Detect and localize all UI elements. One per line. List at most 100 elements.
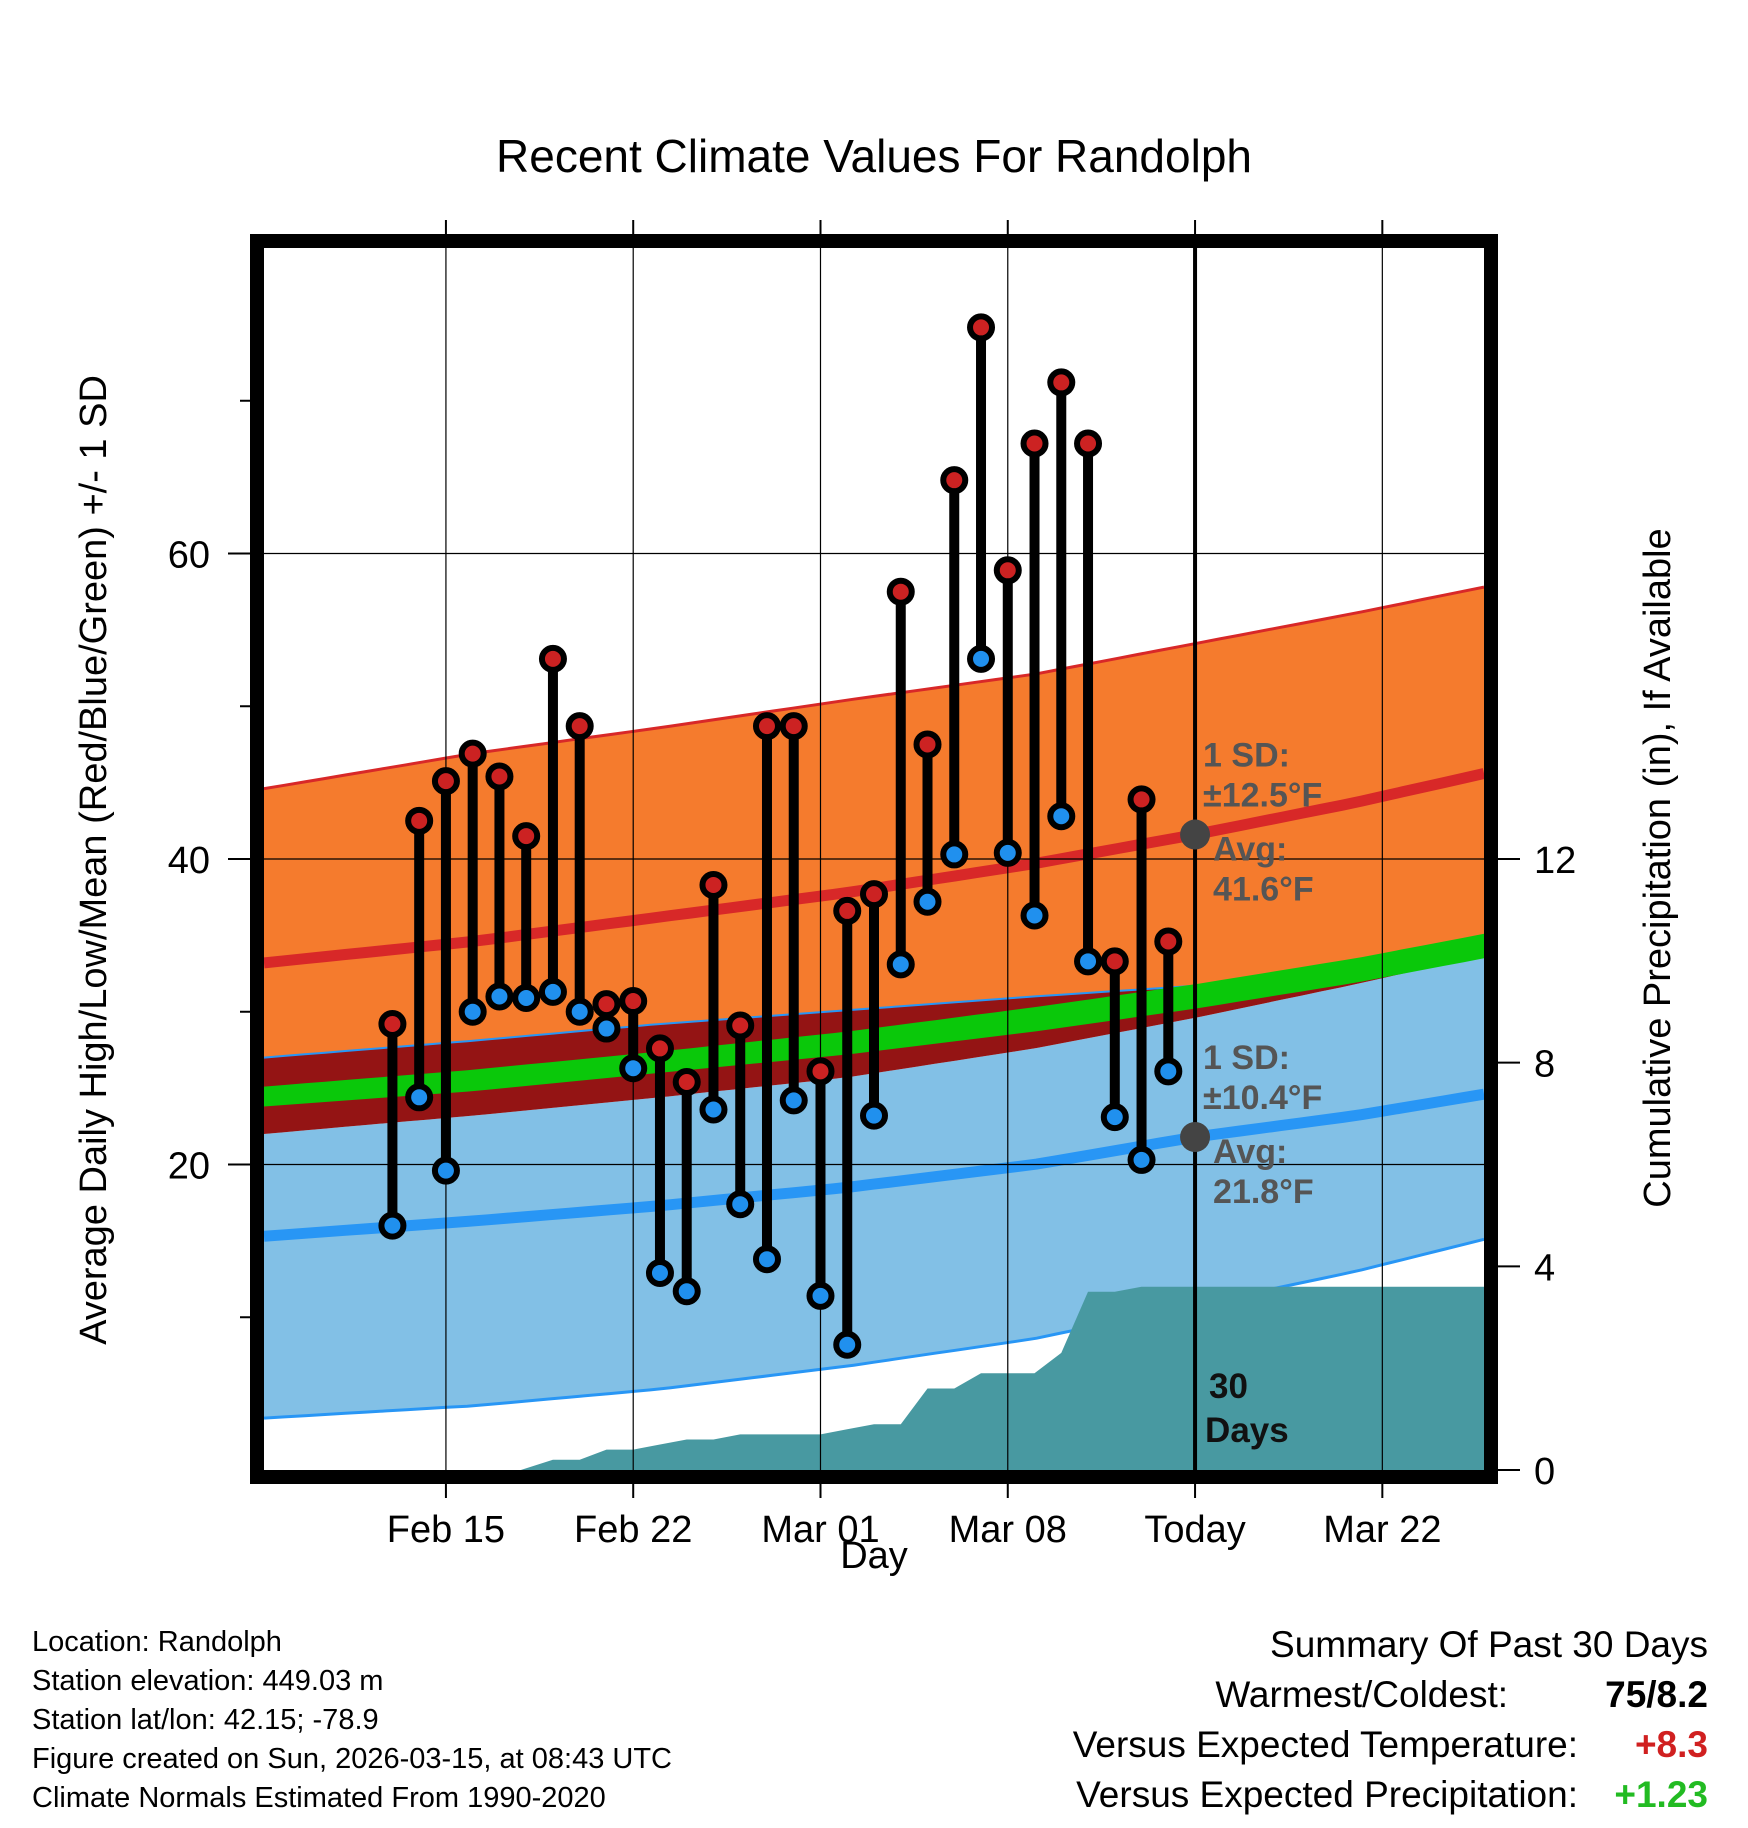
- low-temp-point: [886, 950, 915, 979]
- low-temp-point: [940, 840, 969, 869]
- y-left-tick-label: 60: [168, 535, 210, 577]
- climate-chart: Recent Climate Values For Randolph 1 SD:…: [73, 130, 1679, 1577]
- low-sd-label: 1 SD:: [1203, 1039, 1290, 1077]
- high-temp-point: [940, 466, 969, 495]
- high-temp-point: [592, 990, 621, 1019]
- high-sd-label: 1 SD:: [1203, 737, 1290, 775]
- low-temp-point: [860, 1101, 888, 1130]
- y-right-tick-label: 0: [1534, 1451, 1555, 1493]
- high-temp-point: [860, 880, 888, 909]
- high-temp-point: [1020, 429, 1049, 458]
- mean-band: [264, 933, 1484, 1107]
- high-temp-point: [405, 806, 434, 835]
- high-temp-point: [1074, 429, 1103, 458]
- low-temp-point: [378, 1211, 407, 1240]
- high-temp-point: [886, 577, 915, 606]
- today-high-avg-marker: [1180, 819, 1211, 850]
- normals-text: Climate Normals Estimated From 1990-2020: [32, 1782, 606, 1814]
- low-temp-point: [833, 1330, 862, 1359]
- low-temp-point: [726, 1190, 755, 1219]
- y-axis-left-label: Average Daily High/Low/Mean (Red/Blue/Gr…: [73, 375, 115, 1345]
- x-axis-label: Day: [840, 1535, 908, 1577]
- temp-label: Versus Expected Temperature:: [1072, 1724, 1578, 1765]
- high-temp-point: [1127, 785, 1156, 814]
- window-count-label: 30: [1209, 1367, 1248, 1406]
- high-temp-point: [806, 1057, 835, 1086]
- low-temp-point: [1020, 901, 1049, 930]
- warmest-row: Warmest/Coldest: 75/8.2: [1073, 1670, 1708, 1720]
- y-left-tick-label: 20: [168, 1146, 210, 1188]
- high-temp-point: [378, 1009, 407, 1038]
- high-temp-point: [752, 712, 781, 741]
- low-temp-point: [1154, 1057, 1183, 1086]
- axes-group: Feb 15 Feb 22 Mar 01 Mar 08 Today Mar 2220406…: [168, 220, 1576, 1551]
- high-temp-point: [1154, 927, 1183, 956]
- low-temp-point: [485, 982, 514, 1011]
- latlon-text: Station lat/lon: 42.15; -78.9: [32, 1704, 379, 1736]
- low-mean-line: [264, 1088, 1484, 1242]
- today-low-avg-marker: [1180, 1122, 1211, 1153]
- high-temp-point: [645, 1034, 674, 1063]
- precip-label: Versus Expected Precipitation:: [1076, 1774, 1578, 1815]
- y-left-tick-label: 40: [168, 840, 210, 882]
- y-right-tick-label: 8: [1534, 1044, 1555, 1086]
- temp-row: Versus Expected Temperature: +8.3: [1073, 1720, 1708, 1770]
- window-unit-label: Days: [1205, 1411, 1289, 1450]
- daily-temps-group: [378, 313, 1183, 1359]
- y-axis-right-label: Cumulative Precipitation (in), If Availa…: [1637, 528, 1679, 1207]
- low-temp-point: [1074, 947, 1103, 976]
- x-tick-label: Mar 22: [1323, 1509, 1441, 1551]
- x-tick-label: Today: [1144, 1509, 1245, 1551]
- low-temp-point: [619, 1054, 648, 1083]
- plot-frame: [250, 234, 1498, 1484]
- high-temp-point: [1047, 368, 1076, 397]
- low-temp-point: [1047, 802, 1076, 831]
- high-temp-point: [538, 644, 567, 673]
- temp-value: +8.3: [1634, 1724, 1708, 1765]
- high-temp-point: [565, 712, 594, 741]
- low-temp-point: [645, 1258, 674, 1287]
- high-avg-value: 41.6°F: [1213, 871, 1314, 909]
- created-text: Figure created on Sun, 2026-03-15, at 08…: [32, 1743, 672, 1775]
- low-temp-point: [913, 887, 942, 916]
- high-temp-point: [993, 556, 1022, 585]
- high-temp-point: [699, 870, 728, 899]
- high-temp-point: [1100, 947, 1129, 976]
- warmest-value: 75/8.2: [1605, 1674, 1708, 1715]
- low-temp-point: [405, 1083, 434, 1112]
- x-tick-label: Feb 22: [574, 1509, 692, 1551]
- low-temp-point: [779, 1086, 808, 1115]
- high-temp-point: [672, 1068, 701, 1097]
- precip-area-group: [264, 1286, 1484, 1470]
- x-tick-label: Feb 15: [387, 1509, 505, 1551]
- low-temp-point: [993, 838, 1022, 867]
- low-temp-point: [1127, 1145, 1156, 1174]
- summary-heading-text: Summary Of Past 30 Days: [1270, 1624, 1708, 1665]
- high-temp-point: [726, 1011, 755, 1040]
- x-tick-label: Mar 01: [761, 1509, 879, 1551]
- high-temp-point: [619, 987, 648, 1016]
- low-temp-point: [752, 1245, 781, 1274]
- high-avg-label: Avg:: [1213, 831, 1287, 869]
- high-temp-point: [512, 822, 541, 851]
- low-temp-point: [806, 1281, 835, 1310]
- low-temp-point: [699, 1095, 728, 1124]
- low-temp-point: [672, 1277, 701, 1306]
- high-temp-point: [485, 762, 514, 791]
- y-right-tick-label: 12: [1534, 840, 1576, 882]
- high-temp-point: [431, 767, 460, 796]
- location-text: Location: Randolph: [32, 1626, 282, 1658]
- precip-value: +1.23: [1614, 1774, 1708, 1815]
- low-avg-label: Avg:: [1213, 1133, 1287, 1171]
- summary-panel: Summary Of Past 30 Days Warmest/Coldest:…: [1073, 1620, 1708, 1820]
- station-info: Location: Randolph Station elevation: 44…: [32, 1623, 672, 1818]
- low-temp-point: [431, 1156, 460, 1185]
- high-temp-point: [458, 739, 487, 768]
- low-temp-point: [565, 997, 594, 1026]
- precip-row: Versus Expected Precipitation: +1.23: [1073, 1770, 1708, 1820]
- y-right-tick-label: 4: [1534, 1247, 1555, 1289]
- low-avg-value: 21.8°F: [1213, 1173, 1314, 1211]
- low-temp-point: [512, 984, 541, 1013]
- summary-heading: Summary Of Past 30 Days: [1073, 1620, 1708, 1670]
